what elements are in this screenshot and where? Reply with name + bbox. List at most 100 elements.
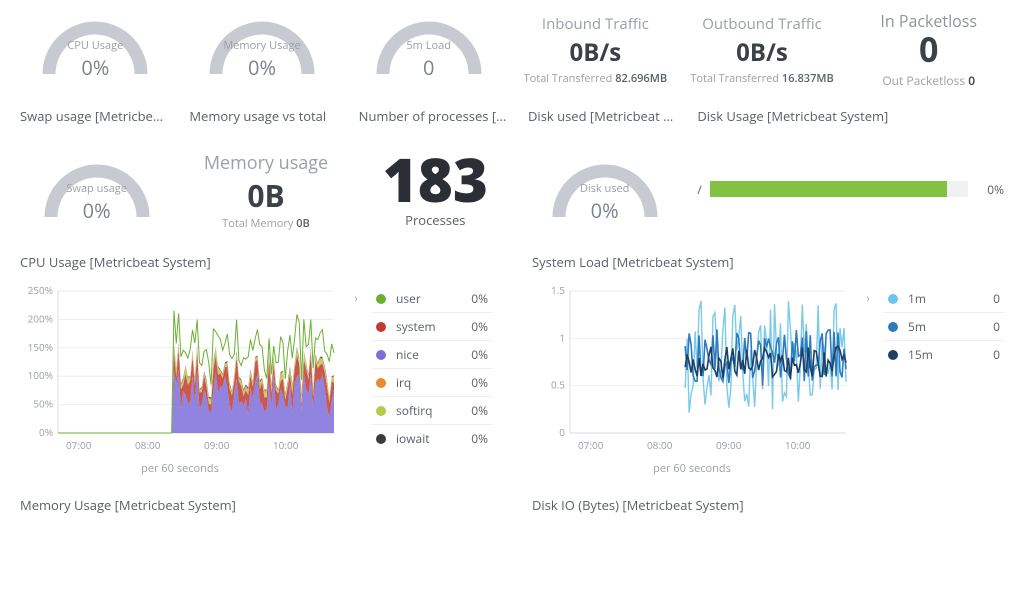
gauge-label: Memory Usage xyxy=(202,38,322,53)
gauge-value: 0 xyxy=(369,54,489,81)
panel-title: Memory Usage [Metricbeat System] xyxy=(20,496,492,514)
legend-item[interactable]: 1m0 xyxy=(884,285,1004,313)
cpu-legend: user0%system0%nice0%irq0%softirq0%iowait… xyxy=(372,285,492,476)
legend-swatch xyxy=(888,322,898,332)
panel-title: Memory usage vs total xyxy=(189,107,342,125)
svg-text:07:00: 07:00 xyxy=(66,438,92,452)
process-count: 183 Processes xyxy=(359,149,512,229)
memory-gauge: Memory Usage 0% xyxy=(187,10,338,82)
gauge-value: 0% xyxy=(37,197,157,224)
legend-item[interactable]: system0% xyxy=(372,313,492,341)
metric-sub: Total Transferred 82.696MB xyxy=(520,71,671,86)
svg-text:0%: 0% xyxy=(39,425,53,439)
load-legend: 1m05m015m0 xyxy=(884,285,1004,476)
value: 183 xyxy=(359,149,512,209)
svg-text:200%: 200% xyxy=(28,311,53,325)
memory-usage-block: Memory usage 0B Total Memory 0B xyxy=(189,147,342,231)
sub: Total Memory 0B xyxy=(189,216,342,231)
disk-bar xyxy=(710,181,968,197)
legend-value: 0 xyxy=(993,290,1000,307)
charts-row: CPU Usage [Metricbeat System] 0% 50% 100% 1… xyxy=(20,239,1004,476)
label: Processes xyxy=(359,211,512,229)
disk-bar-fill xyxy=(710,181,948,197)
panel-title: Disk Usage [Metricbeat System] xyxy=(697,107,1004,125)
mid-metrics-row: Swap usage 0% Memory usage 0B Total Memo… xyxy=(20,147,1004,231)
legend-item[interactable]: user0% xyxy=(372,285,492,313)
panel-title: CPU Usage [Metricbeat System] xyxy=(20,253,492,271)
legend-value: 0% xyxy=(471,290,488,307)
legend-value: 0% xyxy=(471,402,488,419)
legend-name: user xyxy=(396,290,471,307)
svg-text:50%: 50% xyxy=(33,397,53,411)
svg-text:09:00: 09:00 xyxy=(716,438,742,452)
legend-swatch xyxy=(376,294,386,304)
legend-value: 0% xyxy=(471,346,488,363)
gauge-label: Swap usage xyxy=(37,181,157,196)
legend-item[interactable]: nice0% xyxy=(372,341,492,369)
swap-gauge: Swap usage 0% xyxy=(20,153,173,225)
inbound-traffic: Inbound Traffic 0B/s Total Transferred 8… xyxy=(520,10,671,86)
panel-title: Swap usage [Metricbe… xyxy=(20,107,173,125)
row1-titles: Swap usage [Metricbe… Memory usage vs to… xyxy=(20,97,1004,139)
legend-name: system xyxy=(396,318,471,335)
disk-bar-pct: 0% xyxy=(976,181,1004,198)
svg-text:08:00: 08:00 xyxy=(647,438,673,452)
legend-item[interactable]: 15m0 xyxy=(884,341,1004,368)
legend-swatch xyxy=(376,434,386,444)
panel-title: Number of processes [… xyxy=(359,107,512,125)
legend-item[interactable]: iowait0% xyxy=(372,425,492,452)
legend-name: softirq xyxy=(396,402,471,419)
packetloss: In Packetloss 0 Out Packetloss 0 xyxy=(853,10,1004,89)
svg-text:09:00: 09:00 xyxy=(204,438,230,452)
svg-text:150%: 150% xyxy=(28,340,53,354)
metric-title: Outbound Traffic xyxy=(687,14,838,34)
x-axis-caption: per 60 seconds xyxy=(20,461,340,476)
legend-name: irq xyxy=(396,374,471,391)
panel-title: Disk IO (Bytes) [Metricbeat System] xyxy=(532,496,1004,514)
cpu-chart-panel: CPU Usage [Metricbeat System] 0% 50% 100% 1… xyxy=(20,243,492,476)
metric-value: 0B/s xyxy=(520,36,671,69)
panel-title: Disk used [Metricbeat … xyxy=(528,107,681,125)
svg-text:08:00: 08:00 xyxy=(135,438,161,452)
gauge-value: 0% xyxy=(35,54,155,81)
legend-name: nice xyxy=(396,346,471,363)
svg-text:100%: 100% xyxy=(28,368,53,382)
out-packetloss: Out Packetloss 0 xyxy=(853,72,1004,89)
value: 0B xyxy=(189,175,342,216)
bottom-titles: Memory Usage [Metricbeat System] Disk IO… xyxy=(20,486,1004,528)
metric-sub: Total Transferred 16.837MB xyxy=(687,71,838,86)
load-gauge: 5m Load 0 xyxy=(353,10,504,82)
legend-collapse-icon[interactable]: › xyxy=(350,285,362,476)
legend-swatch xyxy=(888,294,898,304)
legend-name: 1m xyxy=(908,290,993,307)
disk-used-gauge: Disk used 0% xyxy=(528,153,681,225)
legend-collapse-icon[interactable]: › xyxy=(862,285,874,476)
load-chart[interactable]: 00.511.507:0008:0009:0010:00 per 60 seco… xyxy=(532,285,852,476)
legend-item[interactable]: softirq0% xyxy=(372,397,492,425)
legend-name: iowait xyxy=(396,430,471,447)
legend-item[interactable]: irq0% xyxy=(372,369,492,397)
gauge-arc: CPU Usage 0% xyxy=(35,10,155,82)
metric-value: 0B/s xyxy=(687,36,838,69)
cpu-gauge: CPU Usage 0% xyxy=(20,10,171,82)
legend-value: 0% xyxy=(471,430,488,447)
legend-value: 0 xyxy=(993,318,1000,335)
legend-name: 15m xyxy=(908,346,993,363)
svg-text:10:00: 10:00 xyxy=(273,438,299,452)
disk-usage-bar-panel: / 0% xyxy=(697,181,1004,198)
legend-value: 0% xyxy=(471,318,488,335)
legend-item[interactable]: 5m0 xyxy=(884,313,1004,341)
legend-swatch xyxy=(376,378,386,388)
in-packetloss-value: 0 xyxy=(853,32,1004,66)
svg-text:0: 0 xyxy=(559,425,565,439)
svg-text:07:00: 07:00 xyxy=(578,438,604,452)
svg-text:1.5: 1.5 xyxy=(551,285,565,297)
gauge-value: 0% xyxy=(202,54,322,81)
title: Memory usage xyxy=(189,151,342,175)
gauge-value: 0% xyxy=(545,197,665,224)
legend-swatch xyxy=(376,350,386,360)
outbound-traffic: Outbound Traffic 0B/s Total Transferred … xyxy=(687,10,838,86)
cpu-chart[interactable]: 0%50%100%150%200%250%07:0008:0009:0010:0… xyxy=(20,285,340,476)
load-chart-panel: System Load [Metricbeat System] 00.511.5… xyxy=(532,243,1004,476)
svg-text:0.5: 0.5 xyxy=(551,378,565,392)
